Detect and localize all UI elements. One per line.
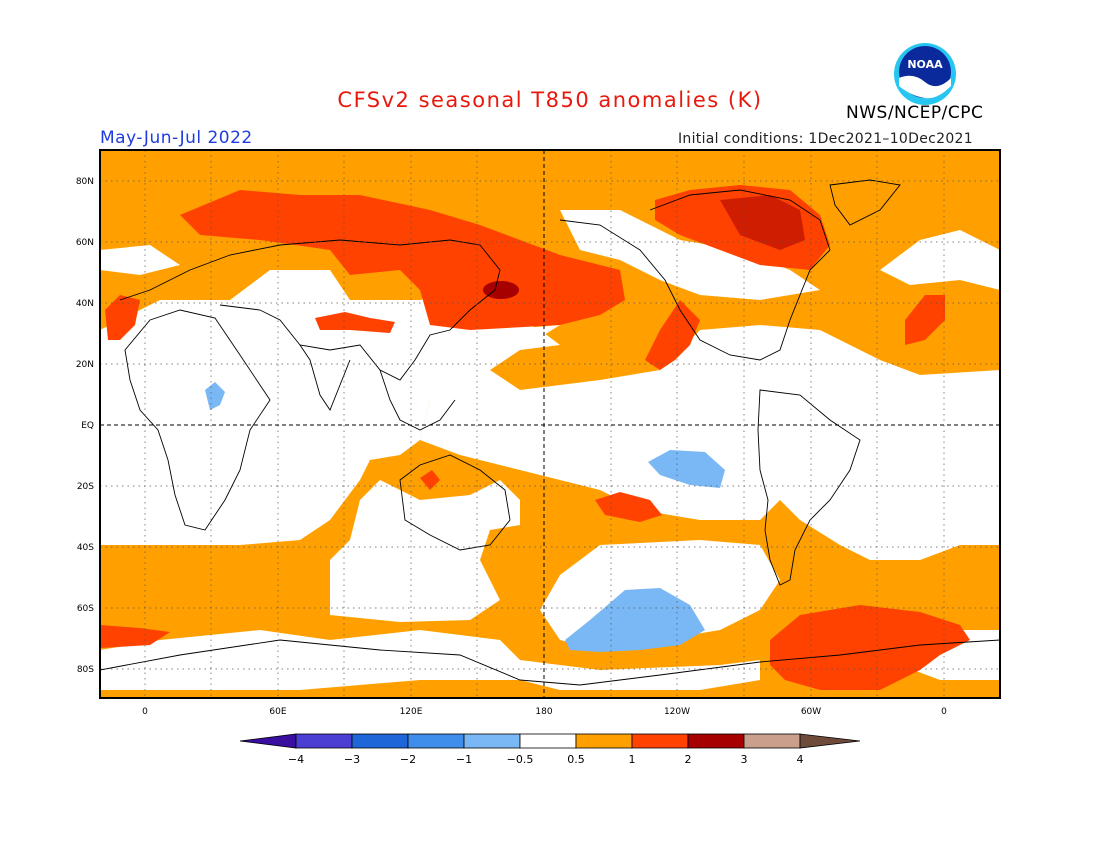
coastline-north-america bbox=[559, 189, 831, 361]
colorbar-arrow-left bbox=[239, 733, 297, 749]
colorbar-label: 2 bbox=[685, 753, 692, 766]
lon-label: 60E bbox=[269, 707, 286, 717]
coastline-eurasia bbox=[119, 239, 501, 381]
lat-label: 40N bbox=[76, 299, 94, 309]
coastline-antarctica bbox=[100, 639, 1000, 686]
lon-label: 60W bbox=[801, 707, 821, 717]
graticule bbox=[100, 150, 1000, 698]
warm-region-antarctic-west bbox=[100, 625, 170, 648]
lat-label: 60S bbox=[77, 604, 94, 614]
neutral-region-central-pacific bbox=[420, 325, 1000, 560]
warm-core-canada bbox=[720, 195, 805, 250]
noaa-logo-icon: NOAA bbox=[894, 43, 956, 105]
colorbar-label: −0.5 bbox=[507, 753, 534, 766]
colorbar-label: 0.5 bbox=[567, 753, 585, 766]
lon-label: 120E bbox=[400, 707, 423, 717]
colorbar-swatch bbox=[743, 733, 801, 749]
warm-core-north-pacific bbox=[483, 281, 519, 299]
warm-region-north-pacific-east bbox=[645, 300, 700, 370]
coastlines bbox=[100, 179, 1000, 686]
colorbar: −4 −3 −2 −1 −0.5 0.5 1 2 3 4 bbox=[239, 733, 861, 766]
anomaly-fields bbox=[100, 150, 1000, 698]
warm-region-iberia bbox=[105, 295, 140, 340]
warm-region-australia bbox=[420, 470, 440, 490]
coastline-australia bbox=[399, 454, 511, 551]
lat-label: EQ bbox=[81, 421, 94, 431]
coastline-greenland bbox=[829, 179, 901, 226]
colorbar-label: −2 bbox=[400, 753, 416, 766]
warm-region-atlantic-east bbox=[905, 295, 945, 345]
noaa-logo-text: NOAA bbox=[907, 58, 943, 71]
agency-label: NWS/NCEP/CPC bbox=[846, 103, 984, 123]
lat-label: 80S bbox=[77, 665, 94, 675]
lon-label: 120W bbox=[664, 707, 690, 717]
lat-label: 60N bbox=[76, 238, 94, 248]
coastline-india bbox=[299, 344, 351, 411]
colorbar-swatch bbox=[519, 733, 577, 749]
coastline-south-america bbox=[757, 389, 861, 586]
longitude-labels: 0 60E 120E 180 120W 60W 0 bbox=[142, 707, 947, 717]
colorbar-label: 3 bbox=[741, 753, 748, 766]
initial-conditions: Initial conditions: 1Dec2021–10Dec2021 bbox=[678, 131, 973, 147]
cool-region-south-pacific bbox=[565, 588, 705, 652]
neutral-region-north-atlantic bbox=[880, 230, 1000, 290]
map-frame bbox=[99, 149, 1001, 699]
coastline-africa bbox=[124, 309, 271, 531]
neutral-region-west-europe bbox=[100, 245, 180, 275]
lon-label: 0 bbox=[941, 707, 947, 717]
colorbar-label: 4 bbox=[797, 753, 804, 766]
colorbar-swatch bbox=[575, 733, 633, 749]
warm-region-south-pacific bbox=[595, 492, 662, 522]
latitude-labels: 80N 60N 40N 20N EQ 20S 40S 60S 80S bbox=[76, 177, 94, 675]
colorbar-swatch bbox=[295, 733, 353, 749]
lat-label: 20S bbox=[77, 482, 94, 492]
colorbar-swatch bbox=[631, 733, 689, 749]
cool-region-east-africa bbox=[205, 382, 225, 410]
colorbar-label: −1 bbox=[456, 753, 472, 766]
forecast-period: May-Jun-Jul 2022 bbox=[100, 128, 253, 148]
colorbar-label: 1 bbox=[629, 753, 636, 766]
warm-region-middle-east bbox=[315, 312, 395, 333]
lat-label: 20N bbox=[76, 360, 94, 370]
colorbar-label: −4 bbox=[288, 753, 304, 766]
colorbar-swatch bbox=[407, 733, 465, 749]
lat-label: 40S bbox=[77, 543, 94, 553]
colorbar-swatch bbox=[687, 733, 745, 749]
colorbar-swatch bbox=[351, 733, 409, 749]
lon-label: 180 bbox=[535, 707, 552, 717]
neutral-region-north-america bbox=[560, 210, 820, 300]
colorbar-swatch bbox=[463, 733, 521, 749]
lat-label: 80N bbox=[76, 177, 94, 187]
neutral-region-africa-india bbox=[100, 270, 560, 545]
neutral-region-antarctic bbox=[100, 630, 760, 690]
neutral-region-australia bbox=[330, 480, 520, 622]
cool-region-tropical-pacific bbox=[648, 450, 725, 488]
colorbar-label: −3 bbox=[344, 753, 360, 766]
lon-label: 0 bbox=[142, 707, 148, 717]
colorbar-arrow-right bbox=[799, 733, 861, 749]
map-title: CFSv2 seasonal T850 anomalies (K) bbox=[337, 88, 763, 112]
